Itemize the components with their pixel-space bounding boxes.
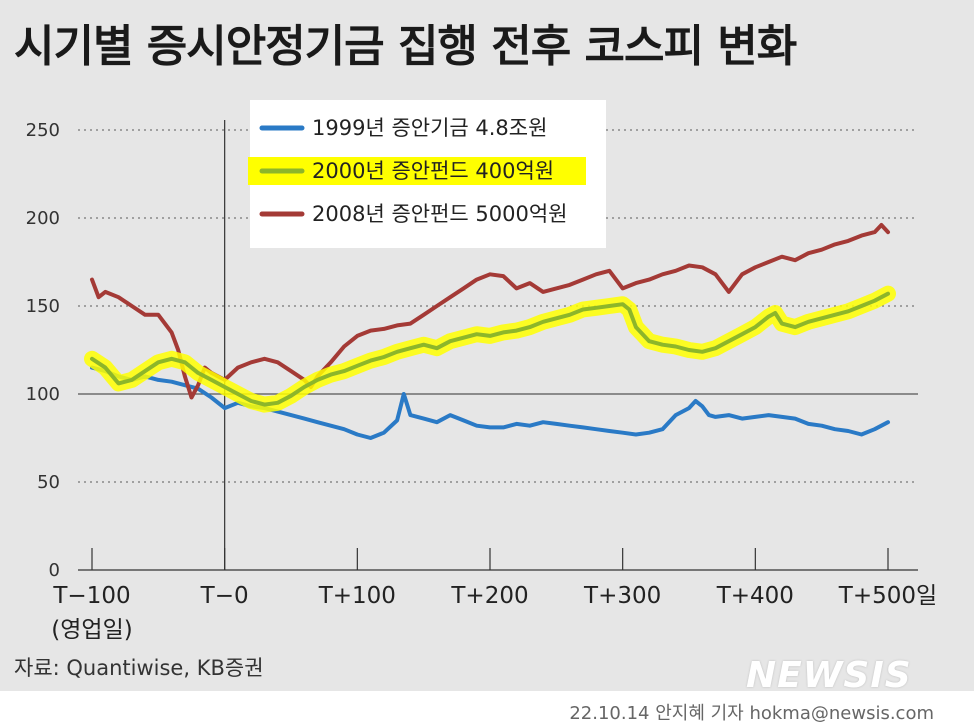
x-tick-label: T−100 bbox=[52, 583, 130, 609]
y-tick-label: 0 bbox=[49, 560, 60, 581]
x-tick-label: T+300 bbox=[583, 583, 661, 609]
x-tick-label: T+400 bbox=[716, 583, 794, 609]
series-line-2 bbox=[90, 223, 890, 400]
legend-label: 2000년 증안펀드 400억원 bbox=[312, 159, 554, 183]
legend-label: 2008년 증안펀드 5000억원 bbox=[312, 202, 567, 226]
series-layer bbox=[84, 223, 896, 440]
y-tick-label: 50 bbox=[37, 472, 60, 493]
chart-title: 시기별 증시안정기금 집행 전후 코스피 변화 bbox=[14, 21, 797, 72]
y-tick-label: 200 bbox=[26, 208, 60, 229]
y-tick-label: 250 bbox=[26, 120, 60, 141]
x-axis-unit-label: (영업일) bbox=[51, 617, 132, 643]
legend: 1999년 증안기금 4.8조원 2000년 증안펀드 400억원 2008년 증안… bbox=[248, 100, 606, 248]
legend-label: 1999년 증안기금 4.8조원 bbox=[312, 116, 547, 140]
x-tick-label: T+100 bbox=[318, 583, 396, 609]
series-line-0 bbox=[90, 365, 890, 440]
source-note: 자료: Quantiwise, KB증권 bbox=[14, 656, 264, 680]
x-tick-label: T−0 bbox=[200, 583, 249, 609]
x-tick-label: T+500일 bbox=[838, 583, 937, 609]
reporter-credit: 22.10.14 안지혜 기자 hokma@newsis.com bbox=[569, 703, 934, 724]
y-tick-label: 150 bbox=[26, 296, 60, 317]
series-line-1 bbox=[90, 291, 890, 407]
newsis-logo: NEWSIS bbox=[746, 655, 912, 696]
x-tick-label: T+200 bbox=[450, 583, 528, 609]
credit-bar bbox=[0, 691, 974, 727]
axis-layer: 0 50 100 150 200 250 T−100 T−0 T+100 T+200 T+300 T+… bbox=[26, 120, 938, 643]
series-highlight-2000 bbox=[84, 285, 896, 413]
y-tick-label: 100 bbox=[26, 384, 60, 405]
